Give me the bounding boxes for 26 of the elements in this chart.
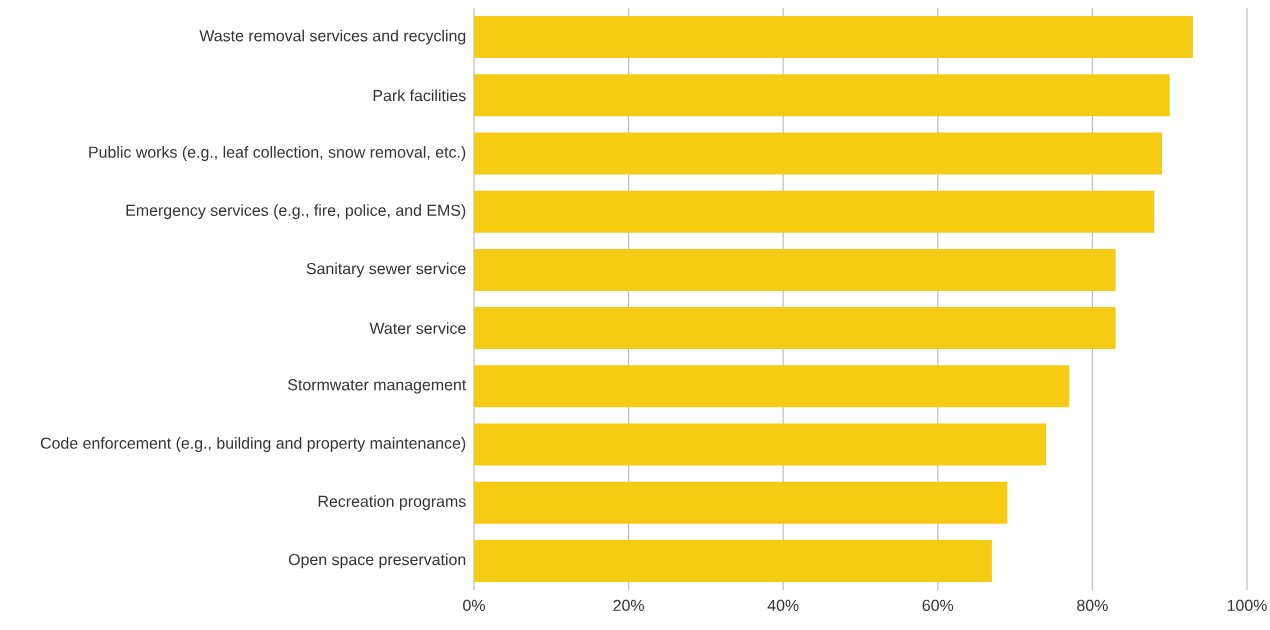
bar: [474, 365, 1070, 408]
y-tick-label: Emergency services (e.g., fire, police, and EMS): [126, 204, 466, 220]
y-tick-label: Waste removal services and recycling: [199, 29, 466, 45]
bar: [474, 481, 1008, 524]
y-tick-label: Stormwater management: [288, 379, 467, 394]
bar: [474, 74, 1170, 117]
x-tick-label: 80%: [1077, 599, 1108, 612]
y-tick-label: Water service: [369, 322, 466, 334]
bar: [474, 423, 1047, 466]
y-tick-label: Public works (e.g., leaf collection, snow removal, etc.): [89, 146, 466, 161]
bar: [474, 248, 1116, 291]
bar: [474, 16, 1193, 59]
x-tick-label: 100%: [1227, 599, 1267, 612]
bar: [474, 307, 1116, 350]
y-tick-label: Open space preservation: [288, 553, 466, 569]
x-tick-label: 40%: [767, 599, 799, 612]
x-tick-label: 60%: [922, 599, 954, 612]
bar: [474, 539, 992, 582]
bar: [474, 190, 1155, 233]
y-tick-label: Sanitary sewer service: [306, 262, 466, 278]
bar: [474, 132, 1162, 175]
x-tick-label: 20%: [613, 599, 644, 612]
y-tick-label: Park facilities: [373, 89, 466, 102]
y-tick-label: Code enforcement (e.g., building and property maintenance): [40, 437, 466, 452]
y-tick-label: Recreation programs: [318, 495, 466, 511]
x-tick-label: 0%: [463, 599, 485, 612]
